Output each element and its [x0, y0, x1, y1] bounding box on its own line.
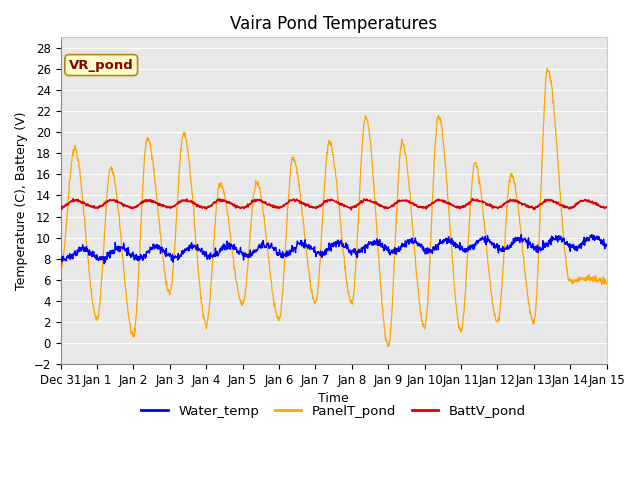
Y-axis label: Temperature (C), Battery (V): Temperature (C), Battery (V): [15, 111, 28, 290]
Title: Vaira Pond Temperatures: Vaira Pond Temperatures: [230, 15, 437, 33]
Text: VR_pond: VR_pond: [69, 59, 134, 72]
X-axis label: Time: Time: [318, 392, 349, 405]
Legend: Water_temp, PanelT_pond, BattV_pond: Water_temp, PanelT_pond, BattV_pond: [136, 399, 531, 423]
